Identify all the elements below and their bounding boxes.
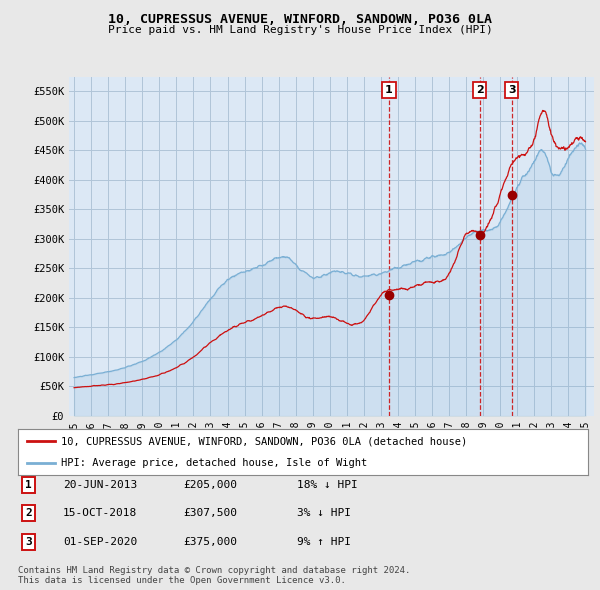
Text: 10, CUPRESSUS AVENUE, WINFORD, SANDOWN, PO36 0LA: 10, CUPRESSUS AVENUE, WINFORD, SANDOWN, … — [108, 13, 492, 26]
Text: 2: 2 — [476, 85, 484, 95]
Text: Price paid vs. HM Land Registry's House Price Index (HPI): Price paid vs. HM Land Registry's House … — [107, 25, 493, 35]
Text: £307,500: £307,500 — [183, 509, 237, 518]
Text: 2: 2 — [25, 509, 32, 518]
Text: 1: 1 — [385, 85, 393, 95]
Text: £375,000: £375,000 — [183, 537, 237, 546]
Text: 20-JUN-2013: 20-JUN-2013 — [63, 480, 137, 490]
Text: 1: 1 — [25, 480, 32, 490]
Text: HPI: Average price, detached house, Isle of Wight: HPI: Average price, detached house, Isle… — [61, 457, 367, 467]
Text: 18% ↓ HPI: 18% ↓ HPI — [297, 480, 358, 490]
Text: 10, CUPRESSUS AVENUE, WINFORD, SANDOWN, PO36 0LA (detached house): 10, CUPRESSUS AVENUE, WINFORD, SANDOWN, … — [61, 437, 467, 447]
Text: 01-SEP-2020: 01-SEP-2020 — [63, 537, 137, 546]
Text: £205,000: £205,000 — [183, 480, 237, 490]
Text: Contains HM Land Registry data © Crown copyright and database right 2024.
This d: Contains HM Land Registry data © Crown c… — [18, 566, 410, 585]
Text: 3: 3 — [508, 85, 515, 95]
Text: 3% ↓ HPI: 3% ↓ HPI — [297, 509, 351, 518]
Text: 9% ↑ HPI: 9% ↑ HPI — [297, 537, 351, 546]
Text: 3: 3 — [25, 537, 32, 546]
Text: 15-OCT-2018: 15-OCT-2018 — [63, 509, 137, 518]
